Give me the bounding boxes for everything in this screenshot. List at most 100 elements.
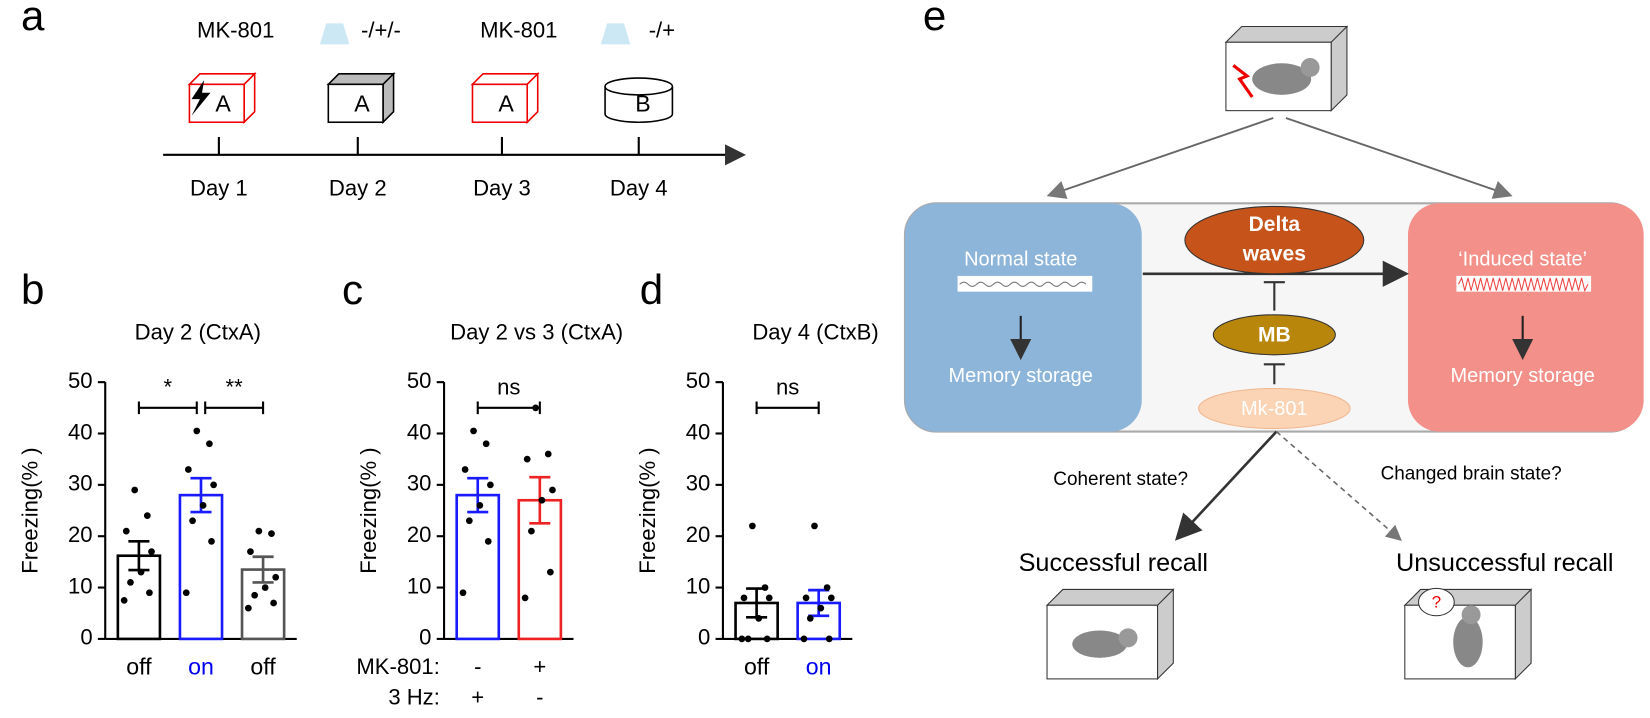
- day-label: Day 1: [190, 175, 248, 200]
- data-point: [470, 427, 477, 435]
- top-label: -/+/-: [361, 18, 401, 43]
- significance-label: **: [226, 375, 244, 400]
- y-tick-label: 10: [68, 573, 93, 598]
- data-point: [749, 522, 756, 530]
- day-label: Day 4: [610, 175, 668, 200]
- data-point: [143, 512, 151, 520]
- top-label: MK-801: [480, 18, 557, 43]
- data-point: [825, 635, 833, 643]
- wave-box: [957, 275, 1093, 292]
- data-point: [549, 486, 556, 494]
- diagram-text: Coherent state?: [1053, 469, 1188, 490]
- y-axis-label: Freezing(% ): [356, 447, 381, 573]
- x-row-label: MK-801:: [356, 654, 439, 679]
- mouse: [1252, 63, 1312, 95]
- data-point: [182, 589, 190, 597]
- x-row-value: +: [533, 654, 546, 679]
- data-point: [189, 517, 196, 525]
- arrow: [1174, 430, 1278, 541]
- chart-title: Day 2 vs 3 (CtxA): [450, 320, 623, 345]
- y-tick-label: 50: [407, 368, 432, 393]
- y-tick-label: 10: [686, 573, 711, 598]
- data-point: [251, 591, 259, 599]
- data-point: [763, 635, 771, 643]
- significance-bracket: [137, 401, 198, 415]
- significance-label: *: [164, 375, 173, 400]
- y-tick-label: 30: [686, 471, 711, 496]
- data-point: [823, 584, 831, 591]
- data-point: [461, 466, 469, 473]
- day-label: Day 2: [329, 175, 387, 200]
- panel-label: c: [342, 266, 363, 313]
- context-label: A: [498, 91, 514, 117]
- y-axis-label: Freezing(% ): [17, 447, 42, 573]
- error-bar: [252, 555, 274, 584]
- box: [327, 83, 384, 124]
- data-point: [184, 466, 192, 473]
- diagram-text: Memory storage: [949, 365, 1093, 387]
- diagram-text: Normal state: [964, 248, 1077, 270]
- timeline-panel: Day 1 MK-801 A Day 2 -/+/- A Day 3 MK-801 A Day 4…: [163, 18, 747, 200]
- y-axis-label: Freezing(% ): [635, 447, 660, 573]
- y-tick-label: 50: [686, 368, 711, 393]
- data-point: [740, 594, 748, 602]
- data-point: [484, 537, 492, 545]
- delta-ellipse: [1184, 205, 1365, 275]
- data-point: [261, 584, 269, 591]
- data-point: [817, 604, 825, 612]
- day-label: Day 3: [473, 175, 531, 200]
- data-point: [811, 522, 818, 530]
- y-tick-label: 0: [698, 625, 710, 650]
- data-point: [255, 527, 263, 535]
- panel-label: b: [21, 266, 44, 313]
- data-point: [476, 502, 484, 509]
- diagram-text: ‘Induced state’: [1458, 248, 1587, 270]
- data-point: [761, 584, 769, 591]
- mouse: [1453, 616, 1483, 668]
- y-tick-label: 20: [407, 522, 432, 547]
- data-point: [272, 573, 280, 581]
- data-point: [802, 594, 810, 602]
- bar: [455, 493, 501, 641]
- bar: [178, 493, 224, 641]
- mb-ellipse: [1212, 314, 1336, 356]
- data-point: [206, 440, 213, 448]
- induced-box: [1407, 203, 1644, 432]
- shock: [191, 80, 211, 116]
- shock: [1232, 64, 1254, 98]
- drum: [604, 86, 674, 124]
- data-point: [247, 548, 254, 555]
- panel-label: d: [640, 266, 663, 313]
- data-point: [482, 440, 490, 448]
- data-point: [800, 635, 808, 643]
- top-label: MK-801: [197, 18, 274, 43]
- data-point: [120, 597, 128, 604]
- arrow: [1275, 431, 1402, 542]
- y-tick-label: 0: [419, 625, 431, 650]
- data-point: [755, 615, 763, 622]
- significance-label: ns: [776, 375, 799, 400]
- data-point: [806, 615, 814, 622]
- significance-bracket: [204, 401, 265, 415]
- diagram-text: waves: [1242, 242, 1306, 265]
- data-point: [459, 589, 467, 597]
- lamp: [600, 23, 631, 45]
- inhibition: [1263, 281, 1285, 385]
- y-tick-label: 20: [68, 522, 93, 547]
- data-point: [193, 427, 201, 435]
- data-point: [244, 604, 252, 612]
- question-mark: ?: [1432, 593, 1441, 612]
- data-point: [270, 599, 277, 607]
- data-point: [137, 568, 145, 576]
- data-point: [268, 530, 275, 538]
- data-point: [208, 537, 215, 545]
- y-tick-label: 30: [68, 471, 93, 496]
- x-tick-label: on: [188, 653, 214, 679]
- data-point: [199, 502, 207, 509]
- data-point: [521, 594, 529, 602]
- mouse: [1300, 58, 1320, 77]
- y-tick-label: 0: [80, 625, 92, 650]
- x-row-value: -: [474, 654, 481, 679]
- diagram-text: Successful recall: [1019, 549, 1208, 577]
